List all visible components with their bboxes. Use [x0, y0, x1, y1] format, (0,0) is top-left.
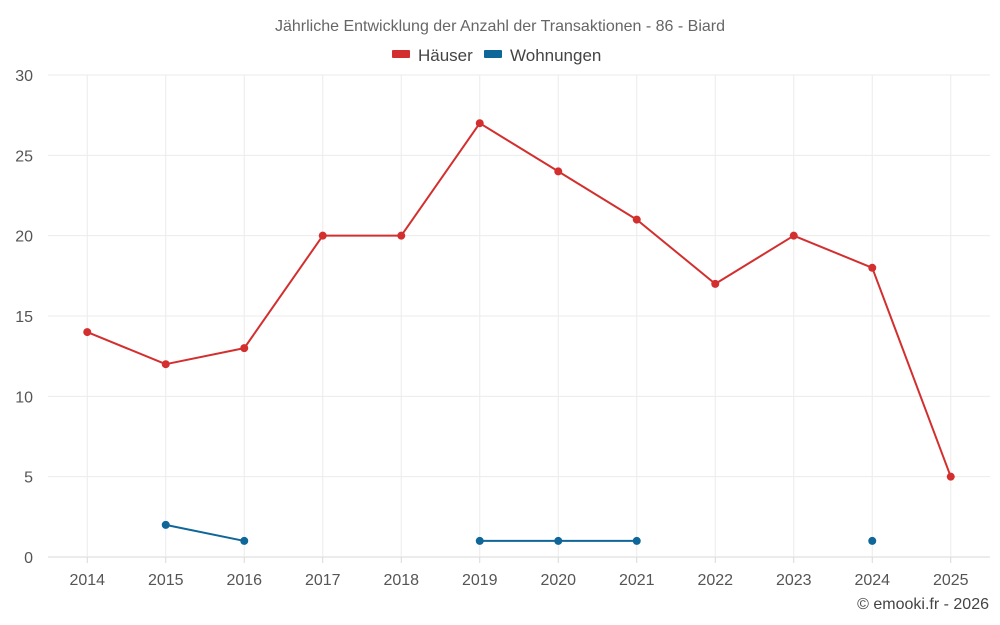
- y-tick-label: 10: [15, 389, 33, 406]
- x-tick-label: 2024: [854, 572, 890, 589]
- legend-swatch-haeuser: [392, 50, 410, 58]
- legend-swatch-wohnungen: [484, 50, 502, 58]
- data-point[interactable]: [475, 119, 484, 128]
- x-tick-label: 2025: [933, 572, 969, 589]
- x-tick-label: 2023: [776, 572, 812, 589]
- x-tick-label: 2022: [697, 572, 733, 589]
- data-point[interactable]: [318, 231, 327, 240]
- x-tick-label: 2020: [540, 572, 576, 589]
- y-axis-ticks: 0 5 10 15 20 25 30: [15, 68, 33, 567]
- x-tick-label: 2016: [226, 572, 262, 589]
- x-tick-label: 2015: [148, 572, 184, 589]
- series-line: [165, 523, 245, 542]
- y-tick-label: 25: [15, 148, 33, 165]
- data-point[interactable]: [868, 263, 877, 272]
- data-point[interactable]: [240, 536, 249, 545]
- data-point[interactable]: [632, 536, 641, 545]
- y-tick-label: 0: [24, 550, 33, 567]
- x-axis-ticks: 2014 2015 2016 2017 2018 2019 2020 2021 2022 2023…: [69, 572, 968, 589]
- x-tick-label: 2017: [305, 572, 341, 589]
- data-point[interactable]: [789, 231, 798, 240]
- legend-label-haeuser[interactable]: Häuser: [418, 46, 473, 65]
- data-point[interactable]: [554, 536, 563, 545]
- data-point[interactable]: [868, 536, 877, 545]
- x-tick-label: 2018: [383, 572, 419, 589]
- data-point[interactable]: [554, 167, 563, 176]
- chart-title: Jährliche Entwicklung der Anzahl der Tra…: [275, 18, 725, 35]
- y-tick-label: 30: [15, 68, 33, 85]
- data-point[interactable]: [161, 520, 170, 529]
- y-tick-label: 20: [15, 229, 33, 246]
- data-point[interactable]: [240, 344, 249, 353]
- x-tick-label: 2019: [462, 572, 498, 589]
- legend-label-wohnungen[interactable]: Wohnungen: [510, 46, 601, 65]
- data-point[interactable]: [632, 215, 641, 224]
- data-point[interactable]: [711, 279, 720, 288]
- y-tick-label: 5: [24, 470, 33, 487]
- data-point[interactable]: [83, 328, 92, 337]
- credit-text: © emooki.fr - 2026: [857, 596, 989, 613]
- series-line: [86, 122, 952, 478]
- series-layer: [83, 119, 955, 545]
- x-tick-label: 2021: [619, 572, 655, 589]
- series-wohnungen: [161, 520, 877, 545]
- grid: [48, 74, 990, 563]
- data-point[interactable]: [475, 536, 484, 545]
- y-tick-label: 15: [15, 309, 33, 326]
- legend: Häuser Wohnungen: [392, 46, 601, 65]
- x-tick-label: 2014: [69, 572, 105, 589]
- data-point[interactable]: [946, 472, 955, 481]
- data-point[interactable]: [397, 231, 406, 240]
- series-haeuser: [83, 119, 955, 481]
- data-point[interactable]: [161, 360, 170, 369]
